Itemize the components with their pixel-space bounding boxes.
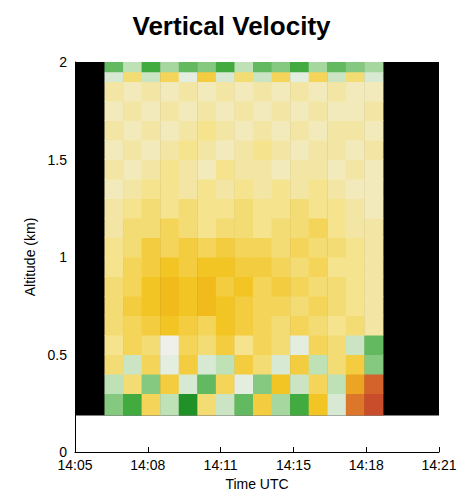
svg-text:14:11: 14:11 xyxy=(204,457,238,473)
svg-text:1: 1 xyxy=(59,249,67,265)
svg-text:14:05: 14:05 xyxy=(57,457,92,473)
svg-text:2: 2 xyxy=(59,54,67,70)
svg-text:Vertical Velocity: Vertical Velocity xyxy=(132,11,331,41)
svg-text:14:15: 14:15 xyxy=(276,457,311,473)
svg-text:0.5: 0.5 xyxy=(48,347,68,363)
svg-text:14:08: 14:08 xyxy=(130,457,165,473)
svg-text:Altitude (km): Altitude (km) xyxy=(22,218,38,297)
svg-text:0: 0 xyxy=(59,444,67,460)
svg-text:Time UTC: Time UTC xyxy=(225,476,288,492)
svg-text:1.5: 1.5 xyxy=(48,152,68,168)
svg-text:14:21: 14:21 xyxy=(421,457,456,473)
svg-text:14:18: 14:18 xyxy=(349,457,384,473)
